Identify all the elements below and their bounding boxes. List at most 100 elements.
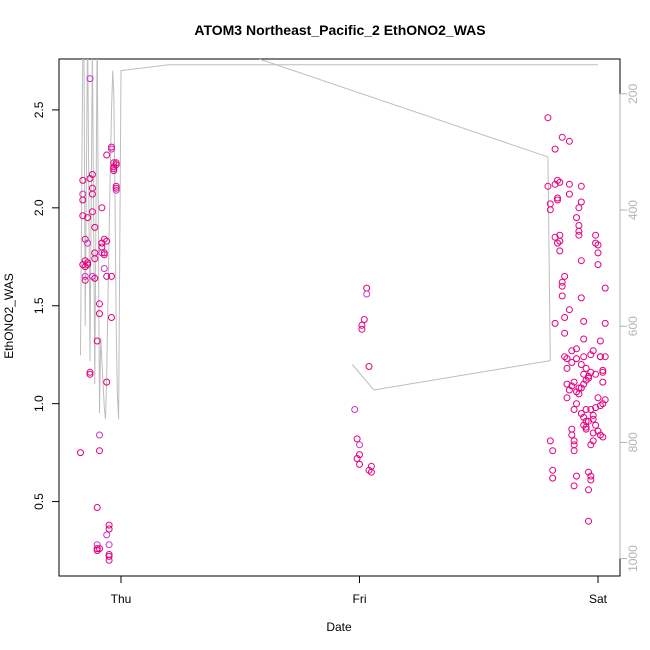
data-point <box>594 249 602 257</box>
data-point <box>558 292 566 300</box>
data-point <box>582 423 590 431</box>
x-axis: Thu Fri Sat <box>111 575 608 606</box>
data-point <box>84 214 92 222</box>
data-point <box>554 239 561 247</box>
data-point <box>367 462 375 470</box>
data-point <box>544 114 552 122</box>
data-point <box>554 196 561 204</box>
data-point <box>108 145 115 153</box>
data-point <box>577 198 585 206</box>
data-point <box>110 167 118 175</box>
x-tick-label: Fri <box>353 592 367 606</box>
data-point <box>103 272 111 280</box>
data-point <box>601 284 609 292</box>
data-point <box>103 237 111 245</box>
y2-axis-altitude: 200 400 600 800 1000 <box>619 84 640 572</box>
data-point <box>356 460 363 468</box>
x-axis-label: Date <box>326 620 352 634</box>
data-point <box>587 368 595 376</box>
data-point <box>573 345 580 353</box>
data-point <box>91 255 99 263</box>
data-point <box>103 151 111 159</box>
data-point <box>556 231 564 239</box>
data-point <box>551 319 559 327</box>
data-point <box>79 196 87 204</box>
data-point <box>599 433 607 441</box>
data-point <box>81 272 89 280</box>
data-point <box>93 541 101 549</box>
data-point <box>100 251 108 259</box>
data-point <box>577 182 585 190</box>
data-point <box>105 552 113 560</box>
x-tick-label: Sat <box>589 592 608 606</box>
data-point <box>556 178 564 186</box>
data-point <box>561 272 569 280</box>
data-point <box>592 421 600 429</box>
data-point <box>365 363 373 370</box>
altitude-trace-line <box>80 59 598 420</box>
data-point <box>544 182 552 190</box>
data-point <box>594 241 602 249</box>
data-point <box>575 227 583 235</box>
data-point <box>86 370 94 378</box>
data-point <box>599 368 607 376</box>
data-point <box>351 406 359 413</box>
data-point <box>570 441 578 449</box>
data-point <box>105 541 113 549</box>
data-point <box>577 294 585 302</box>
altitude-trace-segment <box>351 364 375 391</box>
data-point <box>589 415 597 423</box>
data-point <box>96 310 103 318</box>
data-point <box>573 355 580 363</box>
data-point <box>546 437 554 445</box>
data-point <box>594 394 602 402</box>
data-point <box>582 364 590 372</box>
data-point <box>93 545 101 553</box>
data-point <box>108 272 115 280</box>
chart-title: ATOM3 Northeast_Pacific_2 EthONO2_WAS <box>194 22 485 38</box>
data-point <box>585 486 592 494</box>
data-point <box>105 525 113 533</box>
data-point <box>79 176 87 184</box>
data-point <box>96 431 103 439</box>
data-point <box>105 556 113 564</box>
data-point <box>91 249 99 257</box>
data-point <box>84 239 92 247</box>
data-point <box>88 190 96 198</box>
data-point <box>589 437 597 445</box>
y-axis-label: EthONO2_WAS <box>2 273 16 359</box>
data-point <box>358 321 366 329</box>
data-point <box>91 223 99 231</box>
plot-area <box>58 58 621 577</box>
y-tick-label: 1.5 <box>32 297 46 314</box>
data-point <box>570 482 578 490</box>
data-point <box>103 531 111 539</box>
y2-tick-label: 400 <box>626 200 640 220</box>
data-point <box>549 466 557 474</box>
y-axis: 0.5 1.0 1.5 2.0 2.5 <box>32 101 60 510</box>
data-point <box>551 145 559 153</box>
data-point <box>108 314 115 321</box>
data-point <box>575 222 583 229</box>
data-point <box>580 335 588 343</box>
data-point <box>585 417 592 425</box>
data-point <box>587 472 595 480</box>
data-point <box>79 212 87 220</box>
data-point <box>353 435 361 443</box>
data-point <box>577 361 585 368</box>
data-point <box>549 447 557 455</box>
x-tick-label: Thu <box>111 592 132 606</box>
y-tick-label: 1.0 <box>32 395 46 412</box>
data-point <box>573 400 580 408</box>
data-point <box>356 441 363 449</box>
data-point <box>568 359 576 366</box>
altitude-trace-segment <box>373 360 551 391</box>
data-point <box>558 282 566 290</box>
data-point <box>88 184 96 192</box>
data-point <box>81 276 89 284</box>
data-point <box>103 378 111 386</box>
data-point <box>112 184 120 192</box>
data-point <box>565 306 573 314</box>
data-point <box>585 517 592 525</box>
data-point <box>363 284 371 292</box>
